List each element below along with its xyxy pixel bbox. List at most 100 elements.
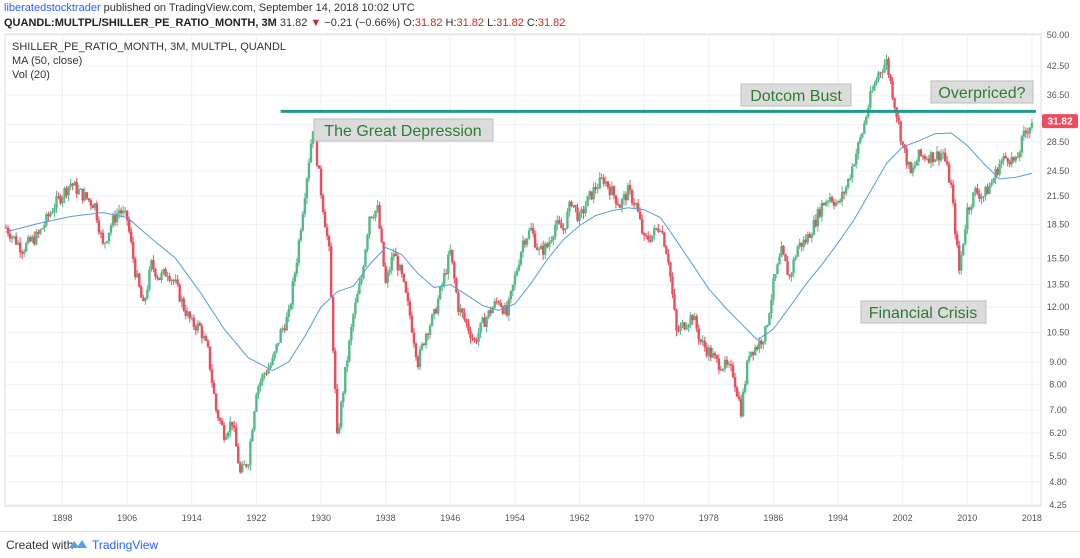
candle-up: [16, 242, 20, 245]
annotation-crisis[interactable]: Financial Crisis: [860, 300, 987, 324]
legend-ma: MA (50, close): [12, 55, 82, 67]
symbol-name[interactable]: QUANDL:MULTPL/SHILLER_PE_RATIO_MONTH, 3M: [4, 17, 277, 29]
candle-down: [804, 239, 807, 243]
candle-down: [683, 322, 686, 330]
time-axis[interactable]: 1898 1906 1914 1922 1930 1938 1946 1954 1962 1970…: [53, 513, 1042, 523]
candle-up: [556, 220, 559, 225]
candle-up: [1022, 130, 1026, 137]
candle-down: [176, 279, 179, 285]
candle-up: [792, 259, 795, 273]
candle-down: [220, 420, 224, 426]
price-chart[interactable]: 50.0042.5036.5031.2528.5024.5021.5018.50…: [0, 30, 1080, 531]
candle-down: [210, 369, 214, 383]
annotation-depression-text: The Great Depression: [324, 123, 481, 140]
author-link[interactable]: liberatedstocktrader: [4, 2, 101, 14]
candle-down: [214, 393, 218, 411]
candle-down: [416, 357, 420, 368]
candle-down: [889, 74, 892, 81]
candle-up: [507, 299, 511, 316]
candle-down: [576, 207, 579, 221]
candle-up: [479, 322, 482, 334]
candle-down: [590, 191, 593, 200]
candle-up: [794, 256, 797, 260]
candle-down: [523, 240, 527, 245]
open-value: 31.82: [414, 17, 443, 29]
candle-up: [307, 162, 311, 179]
candle-up: [984, 186, 987, 197]
candle-up: [743, 383, 747, 392]
candle-up: [980, 196, 983, 199]
candle-up: [840, 191, 844, 202]
candle-down: [172, 279, 175, 282]
y-tick-label: 6.20: [1049, 428, 1067, 438]
annotation-overpriced-text: Overpriced?: [938, 85, 1025, 102]
candle-down: [473, 338, 476, 341]
candle-down: [937, 151, 941, 161]
candle-up: [762, 341, 765, 345]
candle-up: [491, 307, 494, 314]
annotation-dotcom-text: Dotcom Bust: [750, 88, 842, 105]
candle-up: [651, 235, 654, 242]
tradingview-link[interactable]: TradingView: [92, 538, 159, 552]
candle-up: [368, 216, 371, 235]
candle-down: [329, 246, 333, 297]
candle-down: [808, 234, 811, 238]
candle-down: [99, 232, 103, 234]
candle-down: [414, 343, 418, 358]
candle-up: [707, 347, 710, 356]
candle-down: [336, 389, 339, 434]
candle-down: [154, 268, 157, 277]
annotation-dotcom[interactable]: Dotcom Bust: [740, 83, 852, 107]
candle-up: [390, 257, 393, 271]
candle-up: [527, 230, 531, 239]
candle-up: [1014, 156, 1017, 161]
candle-up: [509, 290, 513, 300]
candle-down: [541, 245, 545, 255]
candle-down: [978, 193, 981, 199]
price-tag-label: 31.82: [1047, 117, 1072, 128]
price-axis[interactable]: 50.0042.5036.5031.2528.5024.5021.5018.50…: [1047, 30, 1070, 510]
candle-down: [531, 227, 535, 234]
candle-up: [22, 251, 26, 254]
open-label: O:: [403, 17, 415, 29]
annotation-depression[interactable]: The Great Depression: [313, 118, 494, 142]
candle-down: [832, 201, 836, 206]
candle-down: [1008, 161, 1011, 165]
candle-up: [388, 270, 391, 273]
y-tick-label: 42.50: [1047, 61, 1070, 71]
candle-up: [806, 234, 809, 243]
candle-up: [588, 191, 591, 196]
candle-down: [142, 297, 145, 302]
candle-up: [123, 210, 127, 212]
candle-down: [725, 359, 729, 365]
candle-down: [65, 188, 68, 196]
candle-up: [301, 213, 305, 231]
x-tick-label: 1898: [53, 513, 73, 523]
candle-down: [636, 203, 640, 212]
x-tick-label: 2018: [1022, 513, 1042, 523]
candle-down: [644, 235, 648, 237]
annotation-crisis-text: Financial Crisis: [869, 305, 977, 322]
candle-up: [247, 465, 250, 467]
x-tick-label: 1930: [311, 513, 331, 523]
candle-down: [655, 228, 658, 230]
candle-down: [455, 278, 458, 293]
candle-up: [941, 152, 945, 154]
high-label: H:: [445, 17, 457, 29]
candle-up: [970, 206, 973, 210]
candle-up: [436, 298, 440, 314]
candle-up: [521, 240, 525, 252]
candle-up: [1018, 152, 1022, 158]
candle-down: [657, 228, 660, 232]
x-tick-label: 1906: [117, 513, 137, 523]
y-tick-label: 4.80: [1049, 477, 1067, 487]
candle-up: [778, 256, 781, 265]
candle-up: [907, 162, 910, 166]
candle-up: [564, 228, 567, 231]
candle-down: [602, 177, 605, 184]
candle-up: [424, 333, 428, 345]
candle-down: [233, 425, 236, 428]
candle-up: [150, 260, 153, 270]
candle-down: [628, 185, 632, 191]
annotation-overpriced[interactable]: Overpriced?: [930, 80, 1034, 104]
